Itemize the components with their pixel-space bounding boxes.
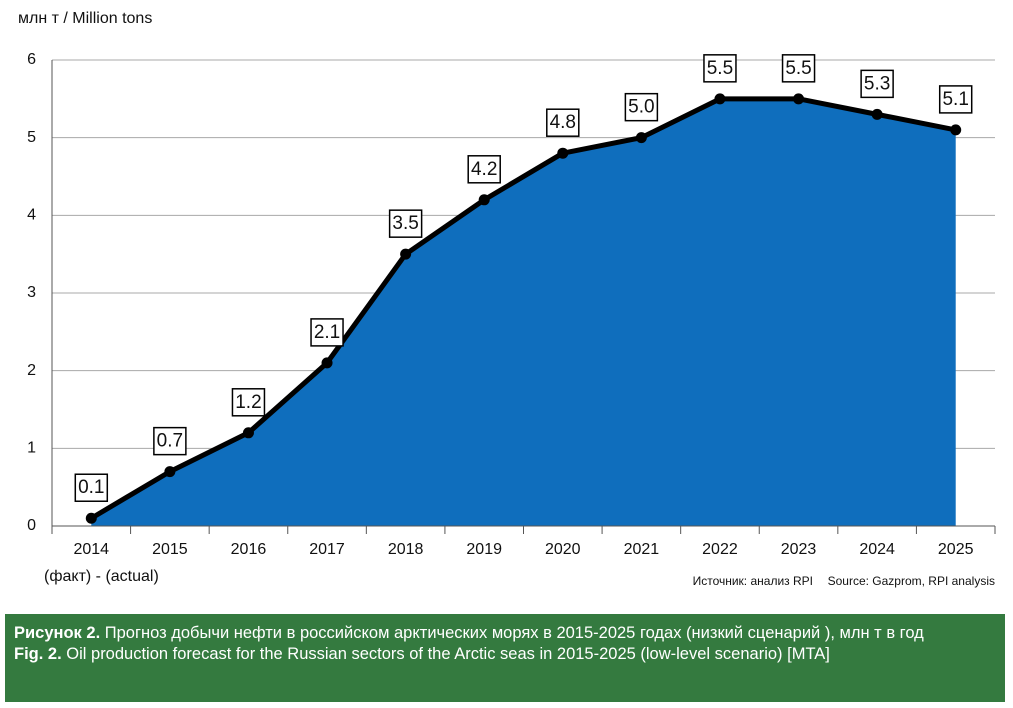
- label-box: [781, 54, 816, 83]
- y-axis-label: млн т / Million tons: [18, 10, 152, 27]
- label-box: [388, 209, 423, 238]
- x-tick-label: 2017: [309, 541, 345, 558]
- data-label: 0.1: [78, 477, 104, 498]
- y-tick-label: 2: [27, 362, 36, 379]
- line: [90, 96, 957, 521]
- caption-ru: Рисунок 2. Прогноз добычи нефти в россий…: [14, 623, 996, 644]
- chart: млн т / Million tons (факт) - (actual) И…: [18, 10, 996, 588]
- label-box: [467, 155, 501, 184]
- y-tick-label: 0: [27, 517, 36, 534]
- marker: [635, 132, 647, 144]
- y-tick-label: 6: [27, 51, 36, 68]
- data-label: 4.2: [471, 159, 497, 180]
- x-tick-label: 2024: [859, 541, 895, 558]
- marker: [714, 93, 726, 105]
- x-tick-label: 2014: [73, 541, 109, 558]
- data-label: 5.3: [864, 73, 890, 94]
- data-label: 1.2: [235, 392, 261, 413]
- marker: [871, 108, 883, 120]
- data-label: 5.1: [942, 89, 968, 110]
- data-label: 0.7: [157, 431, 183, 452]
- data-label: 5.5: [785, 58, 811, 79]
- data-label: 5.5: [707, 58, 733, 79]
- label-box: [153, 426, 187, 456]
- area: [91, 98, 956, 526]
- x-tick-label: 2025: [938, 541, 974, 558]
- x-tick-label: 2016: [231, 541, 267, 558]
- caption-text: Прогноз добычи нефти в российском арктич…: [104, 624, 924, 642]
- x-tick-label: 2015: [152, 541, 188, 558]
- label-box: [938, 85, 973, 114]
- data-label: 5.0: [628, 97, 654, 118]
- marker: [793, 93, 805, 105]
- label-box: [310, 318, 344, 347]
- marker: [557, 147, 569, 159]
- marker: [478, 194, 490, 206]
- source: Source: Gazprom, RPI analysis: [828, 574, 995, 588]
- caption-text: Oil production forecast for the Russian …: [66, 645, 830, 663]
- x-tick-label: 2018: [388, 541, 424, 558]
- x-tick-label: 2021: [624, 541, 660, 558]
- marker: [400, 248, 412, 260]
- caption-en: Fig. 2. Oil production forecast for the …: [14, 644, 996, 665]
- y-tick-label: 1: [27, 440, 36, 457]
- x-tick-label: 2020: [545, 541, 581, 558]
- source: Источник: анализ RPI: [693, 574, 813, 588]
- y-tick-label: 4: [27, 207, 36, 224]
- label-box: [624, 92, 659, 122]
- marker: [242, 427, 254, 439]
- marker: [164, 466, 176, 478]
- label-box: [546, 108, 580, 137]
- caption-label: Fig. 2.: [14, 645, 62, 663]
- x-tick-label: 2023: [781, 541, 817, 558]
- annotation: (факт) - (actual): [44, 568, 159, 585]
- data-label: 4.8: [550, 112, 576, 133]
- marker: [85, 512, 97, 524]
- marker: [321, 357, 333, 369]
- caption-label: Рисунок 2.: [14, 624, 101, 642]
- label-box: [860, 69, 894, 99]
- data-label: 3.5: [392, 213, 418, 234]
- label-box: [74, 473, 109, 502]
- x-tick-label: 2019: [466, 541, 502, 558]
- data-label: 2.1: [314, 322, 340, 343]
- y-tick-label: 5: [27, 129, 36, 146]
- label-box: [703, 54, 737, 83]
- caption: Рисунок 2. Прогноз добычи нефти в россий…: [5, 614, 1005, 702]
- y-tick-label: 3: [27, 284, 36, 301]
- label-box: [231, 388, 266, 417]
- x-tick-label: 2022: [702, 541, 738, 558]
- marker: [950, 124, 962, 136]
